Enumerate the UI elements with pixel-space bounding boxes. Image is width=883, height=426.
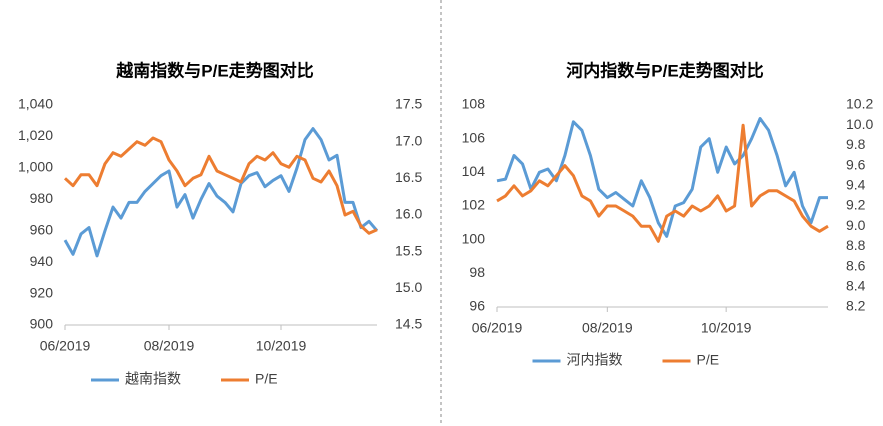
x-tick-label: 06/2019 bbox=[472, 320, 523, 336]
y-tick-label: 1,000 bbox=[18, 159, 53, 175]
y-tick-label: 102 bbox=[462, 197, 486, 213]
y2-tick-label: 17.0 bbox=[395, 132, 422, 148]
y2-tick-label: 8.8 bbox=[846, 237, 866, 253]
y-tick-label: 980 bbox=[30, 190, 54, 206]
y2-tick-label: 9.2 bbox=[846, 197, 866, 213]
y2-tick-label: 9.0 bbox=[846, 217, 866, 233]
y2-tick-label: 15.5 bbox=[395, 242, 422, 258]
y-tick-label: 920 bbox=[30, 284, 54, 300]
x-tick-label: 10/2019 bbox=[256, 338, 307, 354]
y2-tick-label: 14.5 bbox=[395, 316, 422, 332]
legend-label: P/E bbox=[697, 352, 720, 368]
y2-tick-label: 10.2 bbox=[846, 96, 873, 112]
x-tick-label: 06/2019 bbox=[40, 338, 91, 354]
x-tick-label: 08/2019 bbox=[582, 320, 633, 336]
y-tick-label: 108 bbox=[462, 96, 486, 112]
y2-tick-label: 9.6 bbox=[846, 156, 866, 172]
series-line bbox=[63, 136, 378, 235]
series-line bbox=[63, 127, 379, 258]
y-tick-label: 900 bbox=[30, 316, 54, 332]
y2-tick-label: 17.5 bbox=[395, 96, 422, 112]
y-tick-label: 960 bbox=[30, 221, 54, 237]
x-tick-label: 08/2019 bbox=[144, 338, 195, 354]
y2-tick-label: 16.0 bbox=[395, 206, 422, 222]
series-line bbox=[496, 117, 828, 238]
series-line bbox=[496, 123, 829, 243]
y2-tick-label: 10.0 bbox=[846, 116, 873, 132]
y2-tick-label: 9.4 bbox=[846, 177, 866, 193]
y-tick-label: 100 bbox=[462, 230, 486, 246]
y-tick-label: 1,040 bbox=[18, 96, 53, 112]
y2-tick-label: 16.5 bbox=[395, 169, 422, 185]
y2-tick-label: 9.8 bbox=[846, 136, 866, 152]
y2-tick-label: 8.6 bbox=[846, 257, 866, 273]
y2-tick-label: 8.2 bbox=[846, 298, 866, 314]
y-tick-label: 104 bbox=[462, 163, 486, 179]
chart-title: 越南指数与P/E走势图对比 bbox=[115, 60, 313, 80]
y2-tick-label: 8.4 bbox=[846, 278, 866, 294]
x-tick-label: 10/2019 bbox=[701, 320, 752, 336]
legend-label: 河内指数 bbox=[567, 352, 623, 368]
y-tick-label: 940 bbox=[30, 253, 54, 269]
y-tick-label: 1,020 bbox=[18, 127, 53, 143]
y2-tick-label: 15.0 bbox=[395, 279, 422, 295]
y-tick-label: 98 bbox=[469, 264, 485, 280]
legend-label: 越南指数 bbox=[125, 371, 181, 387]
chart-title: 河内指数与P/E走势图对比 bbox=[566, 60, 763, 80]
y-tick-label: 96 bbox=[469, 298, 485, 314]
y-tick-label: 106 bbox=[462, 129, 486, 145]
legend-label: P/E bbox=[255, 371, 278, 387]
